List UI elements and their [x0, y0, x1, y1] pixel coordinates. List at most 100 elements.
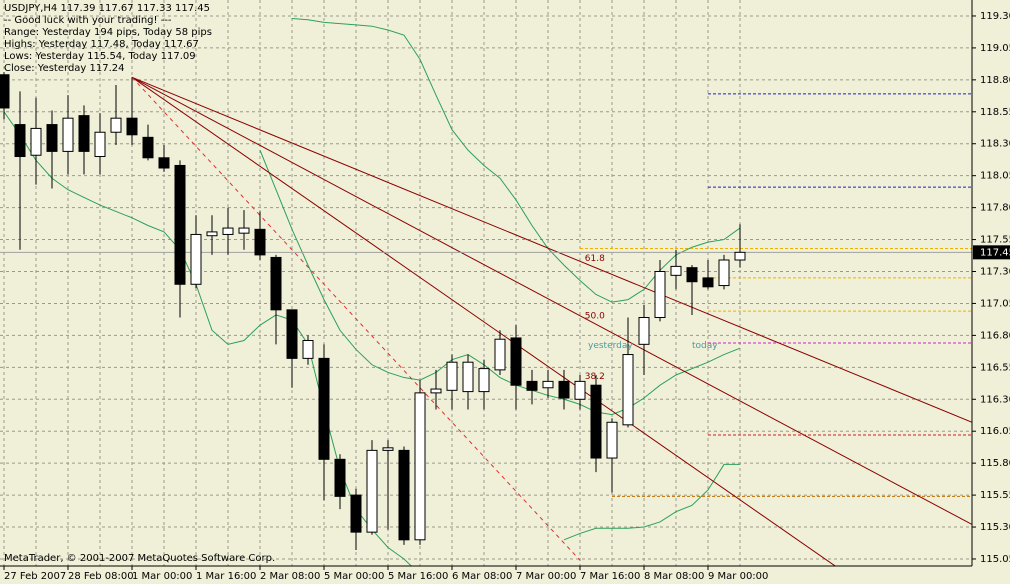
candle-body — [734, 251, 746, 261]
copyright: MetaTrader, © 2001-2007 MetaQuotes Softw… — [4, 553, 275, 564]
candle-body — [414, 392, 426, 541]
x-tick-label: 1 Mar 00:00 — [132, 571, 192, 582]
trend-line — [131, 76, 581, 561]
candle-body — [398, 449, 410, 541]
annotation: today — [692, 341, 718, 351]
trend-line — [131, 76, 972, 525]
candle-body — [478, 368, 490, 393]
info-line: USDJPY,H4 117.39 117.67 117.33 117.45 — [4, 3, 210, 14]
candle-body — [350, 494, 362, 533]
y-tick-label: 118.30 — [980, 139, 1010, 150]
candle-body — [238, 227, 250, 234]
trend-line — [131, 76, 837, 566]
candle-body — [158, 157, 170, 169]
grid — [0, 0, 972, 566]
y-tick-label: 116.55 — [980, 362, 1010, 373]
candle-body — [270, 256, 282, 311]
y-tick-label: 119.30 — [980, 11, 1010, 22]
candle-body — [110, 117, 122, 133]
candle-body — [686, 267, 698, 283]
candle-body — [190, 233, 202, 285]
x-tick-label: 5 Mar 00:00 — [324, 571, 384, 582]
annotation: yesterday — [588, 341, 633, 351]
candle-body — [46, 124, 58, 152]
candle-body — [430, 388, 442, 394]
band-line — [259, 149, 741, 416]
candle-body — [606, 421, 618, 459]
candle-body — [30, 127, 42, 156]
candle-body — [558, 380, 570, 399]
y-tick-label: 115.55 — [980, 490, 1010, 501]
candle-body — [702, 277, 714, 288]
info-line: Range: Yesterday 194 pips, Today 58 pips — [4, 27, 212, 38]
candle-body — [126, 117, 138, 136]
x-tick-label: 27 Feb 2007 — [4, 571, 66, 582]
labels: 115.05 115.30 115.55 115.80 116.05 116.30 116.… — [3, 3, 1010, 582]
x-tick-label: 9 Mar 00:00 — [708, 571, 768, 582]
x-tick-label: 8 Mar 08:00 — [644, 571, 704, 582]
annotation: 38.2 — [585, 372, 605, 382]
candle-body — [526, 380, 538, 391]
info-line: Highs: Yesterday 117.48, Today 117.67 — [4, 39, 199, 50]
x-tick-label: 7 Mar 00:00 — [516, 571, 576, 582]
y-tick-label: 118.80 — [980, 75, 1010, 86]
annotation: 61.8 — [585, 254, 605, 264]
candle-body — [670, 265, 682, 276]
info-line: Lows: Yesterday 115.54, Today 117.09 — [4, 51, 196, 62]
candle-body — [718, 259, 730, 287]
candle-body — [318, 357, 330, 460]
x-tick-label: 7 Mar 16:00 — [580, 571, 640, 582]
candle-body — [94, 131, 106, 158]
y-tick-label: 118.55 — [980, 107, 1010, 118]
y-tick-label: 117.30 — [980, 267, 1010, 278]
y-tick-label: 116.05 — [980, 426, 1010, 437]
candle-body — [446, 361, 458, 391]
last-price-tag — [973, 245, 1010, 260]
annotation: 50.0 — [585, 312, 605, 322]
candle-body — [574, 380, 586, 400]
y-tick-label: 115.30 — [980, 522, 1010, 533]
y-tick-label: 117.80 — [980, 203, 1010, 214]
y-tick-label: 117.55 — [980, 235, 1010, 246]
y-tick-label: 119.05 — [980, 43, 1010, 54]
info-line: Close: Yesterday 117.24 — [4, 63, 125, 74]
x-tick-label: 2 Mar 08:00 — [260, 571, 320, 582]
y-tick-label: 116.80 — [980, 330, 1010, 341]
x-tick-label: 1 Mar 16:00 — [196, 571, 256, 582]
y-tick-label: 117.05 — [980, 298, 1010, 309]
candle-body — [286, 309, 298, 359]
candle-body — [0, 74, 10, 109]
last-price-label: 117.45 — [980, 247, 1010, 258]
y-tick-label: 118.05 — [980, 171, 1010, 182]
y-tick-label: 116.30 — [980, 394, 1010, 405]
y-tick-label: 115.05 — [980, 554, 1010, 565]
candle-body — [222, 227, 234, 235]
candle-body — [62, 117, 74, 152]
candle-body — [510, 337, 522, 386]
candle-body — [462, 361, 474, 393]
candle-body — [206, 231, 218, 237]
candle-body — [14, 124, 26, 158]
x-tick-label: 6 Mar 08:00 — [452, 571, 512, 582]
candle-body — [654, 271, 666, 318]
y-tick-label: 115.80 — [980, 458, 1010, 469]
candle-body — [494, 338, 506, 371]
trend-line — [131, 76, 972, 423]
candle-body — [302, 339, 314, 359]
candle-body — [622, 354, 634, 426]
candle-body — [542, 380, 554, 389]
info-line: -- Good luck with your trading! --- — [4, 15, 172, 26]
candle-body — [590, 384, 602, 459]
candle-body — [142, 136, 154, 159]
candle-body — [638, 316, 650, 345]
candle-body — [78, 115, 90, 152]
plot-area: 61.8 50.0 38.2 yesterday today — [0, 18, 972, 566]
candle-body — [382, 447, 394, 451]
band-line — [291, 18, 741, 303]
candle-body — [366, 449, 378, 533]
x-tick-label: 28 Feb 08:00 — [68, 571, 134, 582]
x-tick-label: 5 Mar 16:00 — [388, 571, 448, 582]
candle-body — [174, 164, 186, 285]
